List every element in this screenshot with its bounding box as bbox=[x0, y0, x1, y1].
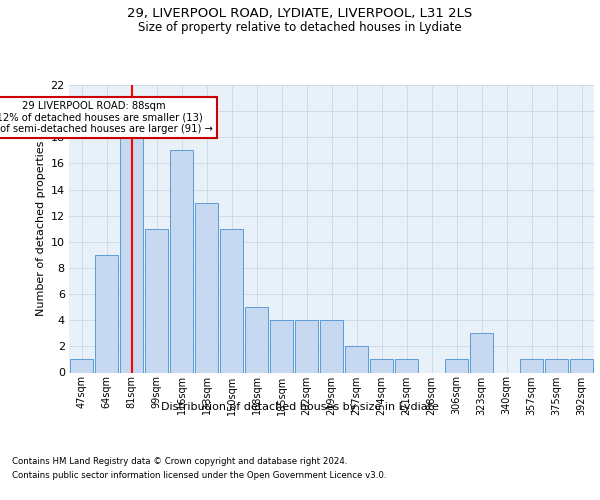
Bar bbox=[545, 360, 568, 372]
Bar bbox=[120, 138, 143, 372]
Y-axis label: Number of detached properties: Number of detached properties bbox=[37, 141, 46, 316]
Bar bbox=[170, 150, 193, 372]
Bar bbox=[470, 334, 493, 372]
Bar bbox=[370, 360, 393, 372]
Bar bbox=[95, 255, 118, 372]
Bar bbox=[295, 320, 318, 372]
Bar bbox=[195, 202, 218, 372]
Text: Contains HM Land Registry data © Crown copyright and database right 2024.: Contains HM Land Registry data © Crown c… bbox=[12, 458, 347, 466]
Text: Distribution of detached houses by size in Lydiate: Distribution of detached houses by size … bbox=[161, 402, 439, 412]
Bar bbox=[145, 229, 168, 372]
Text: 29 LIVERPOOL ROAD: 88sqm
← 12% of detached houses are smaller (13)
86% of semi-d: 29 LIVERPOOL ROAD: 88sqm ← 12% of detach… bbox=[0, 100, 213, 134]
Bar bbox=[395, 360, 418, 372]
Bar bbox=[70, 360, 93, 372]
Bar bbox=[220, 229, 243, 372]
Text: 29, LIVERPOOL ROAD, LYDIATE, LIVERPOOL, L31 2LS: 29, LIVERPOOL ROAD, LYDIATE, LIVERPOOL, … bbox=[127, 8, 473, 20]
Bar bbox=[245, 307, 268, 372]
Bar bbox=[270, 320, 293, 372]
Bar bbox=[445, 360, 468, 372]
Bar bbox=[320, 320, 343, 372]
Text: Contains public sector information licensed under the Open Government Licence v3: Contains public sector information licen… bbox=[12, 471, 386, 480]
Bar bbox=[570, 360, 593, 372]
Text: Size of property relative to detached houses in Lydiate: Size of property relative to detached ho… bbox=[138, 22, 462, 35]
Bar bbox=[345, 346, 368, 372]
Bar bbox=[520, 360, 543, 372]
